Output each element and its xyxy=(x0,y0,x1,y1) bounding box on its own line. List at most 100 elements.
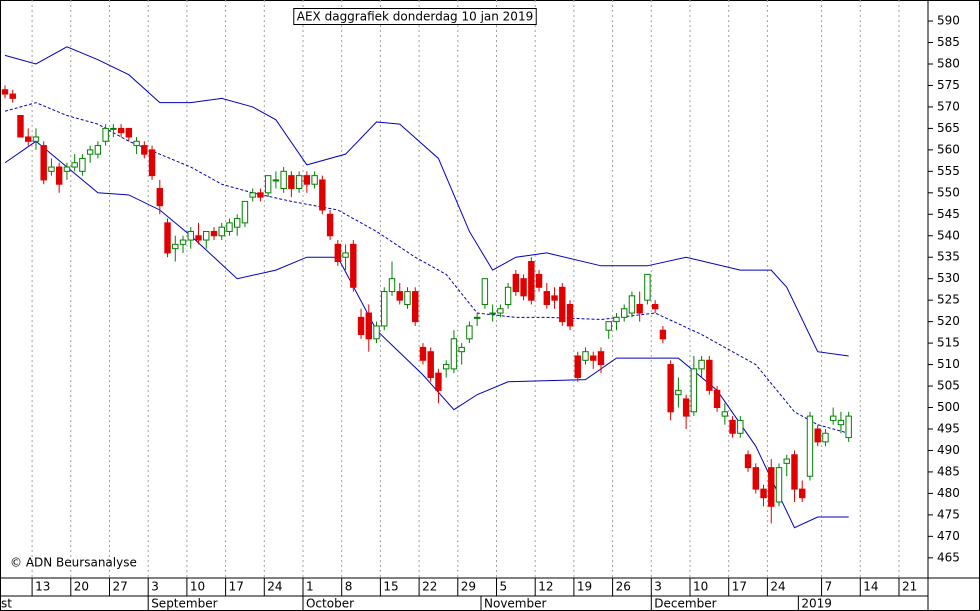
candle-body xyxy=(226,222,233,232)
y-tick-label: 470 xyxy=(937,529,960,543)
y-tick-label: 500 xyxy=(937,400,960,414)
candle-body xyxy=(814,428,821,443)
candle-body xyxy=(40,145,47,181)
candle-body xyxy=(350,243,357,288)
x-tick-label: 29 xyxy=(461,580,476,594)
x-tick-label: 24 xyxy=(267,580,282,594)
y-tick-label: 475 xyxy=(937,507,960,521)
candle-body xyxy=(528,261,535,301)
candle-body xyxy=(620,308,628,318)
candle-body xyxy=(264,175,272,194)
candle-body xyxy=(783,458,790,464)
x-tick-label: 12 xyxy=(538,580,553,594)
candle-body xyxy=(257,192,264,198)
marks-layer xyxy=(1,46,852,529)
y-tick-label: 510 xyxy=(937,357,960,371)
candle-body xyxy=(644,273,651,301)
y-tick-label: 550 xyxy=(937,185,960,199)
y-tick-label: 530 xyxy=(937,271,960,285)
candle-body xyxy=(791,454,798,490)
y-tick-label: 535 xyxy=(937,250,960,264)
candle-body xyxy=(566,303,574,327)
y-tick-label: 465 xyxy=(937,550,960,564)
candle-body xyxy=(404,291,411,305)
x-tick-label: 19 xyxy=(577,580,592,594)
x-tick-label: 13 xyxy=(35,580,50,594)
x-tick-label: 15 xyxy=(383,580,398,594)
candle-body xyxy=(17,115,24,138)
candle-body xyxy=(760,488,767,499)
candle-body xyxy=(94,145,102,155)
month-label: October xyxy=(306,597,354,611)
y-tick-label: 590 xyxy=(937,14,960,28)
candle-body xyxy=(582,351,589,361)
x-tick-label: 10 xyxy=(693,580,708,594)
candle-body xyxy=(342,252,349,258)
candle-body xyxy=(690,368,698,413)
candle-body xyxy=(822,432,829,443)
candle-body xyxy=(326,213,334,237)
candle-body xyxy=(489,312,496,315)
y-tick-label: 545 xyxy=(937,207,960,221)
month-label: 2019 xyxy=(801,597,832,611)
candle-body xyxy=(473,316,481,319)
candle-body xyxy=(775,467,783,503)
candle-body xyxy=(295,175,303,190)
candle-body xyxy=(249,192,256,198)
candle-body xyxy=(357,316,365,336)
candle-body xyxy=(334,243,342,263)
candle-body xyxy=(218,226,225,237)
candle-body xyxy=(79,157,86,172)
candle-body xyxy=(636,303,643,314)
candle-body xyxy=(319,179,326,211)
candle-body xyxy=(737,419,744,434)
grid-layer xyxy=(31,0,900,578)
candle-body xyxy=(768,467,775,507)
x-tick-label: 3 xyxy=(654,580,662,594)
y-tick-label: 540 xyxy=(937,228,960,242)
month-label: November xyxy=(484,597,546,611)
candle-body xyxy=(110,127,117,130)
candle-body xyxy=(272,179,280,182)
candle-body xyxy=(427,351,434,378)
candle-body xyxy=(303,175,311,185)
candle-body xyxy=(659,329,667,340)
x-tick-label: 21 xyxy=(902,580,917,594)
candle-body xyxy=(210,230,218,237)
candle-body xyxy=(412,291,419,323)
candle-body xyxy=(799,488,806,499)
y-tick-label: 485 xyxy=(937,464,960,478)
x-tick-label: 10 xyxy=(190,580,205,594)
candle-body xyxy=(148,149,156,177)
x-tick-label: 8 xyxy=(345,580,353,594)
candle-body xyxy=(311,175,318,185)
candle-body xyxy=(125,127,133,138)
candle-body xyxy=(520,278,527,297)
candle-body xyxy=(55,166,63,185)
x-tick-label: 3 xyxy=(151,580,159,594)
candle-body xyxy=(86,149,94,155)
y-tick-label: 505 xyxy=(937,379,960,393)
candle-body xyxy=(729,419,736,434)
candle-body xyxy=(628,295,636,314)
candle-body xyxy=(381,291,388,327)
y-tick-label: 555 xyxy=(937,164,960,178)
band-line xyxy=(4,140,849,529)
candle-body xyxy=(48,166,55,172)
candle-body xyxy=(63,166,71,172)
candle-body xyxy=(512,273,520,293)
candle-body xyxy=(466,325,473,340)
y-tick-label: 520 xyxy=(937,314,960,328)
candle-body xyxy=(187,230,194,241)
x-tick-label: 1 xyxy=(306,580,314,594)
candle-body xyxy=(203,230,210,241)
candle-body xyxy=(233,218,241,228)
candle-body xyxy=(435,372,442,391)
candle-body xyxy=(559,286,566,323)
candle-body xyxy=(32,136,40,142)
candle-body xyxy=(837,419,845,426)
candle-body xyxy=(102,127,109,142)
candle-body xyxy=(829,415,837,421)
